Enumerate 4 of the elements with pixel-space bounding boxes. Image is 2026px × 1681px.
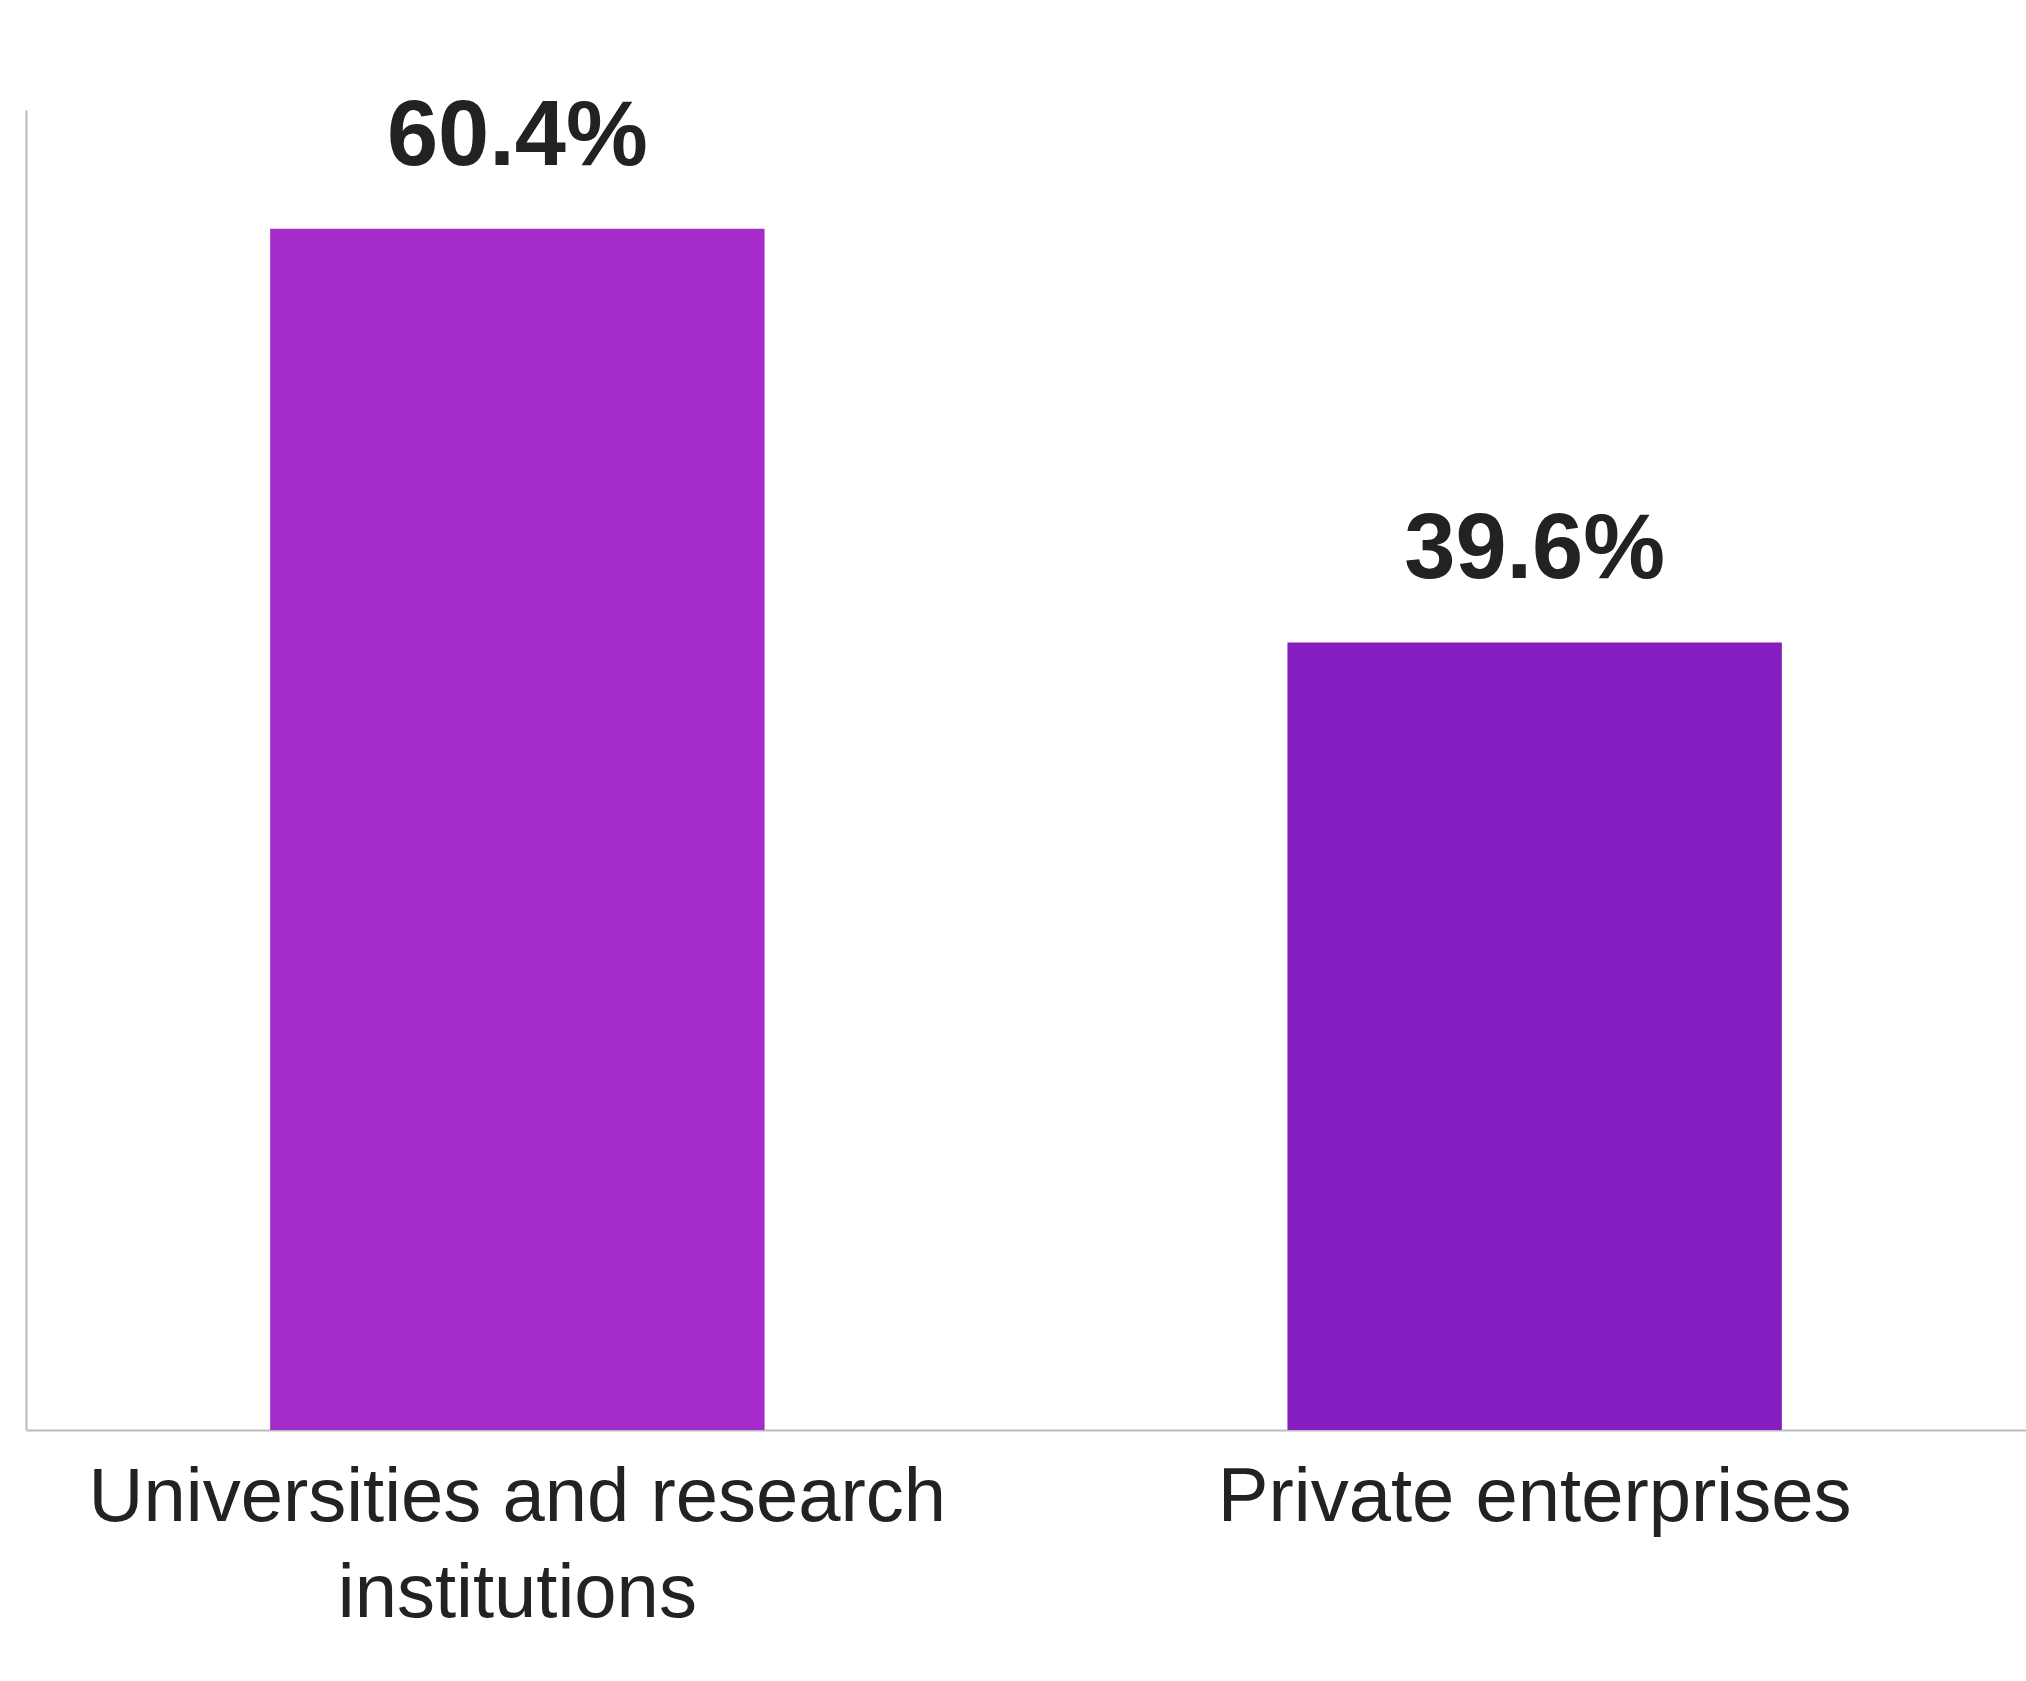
x-tick-label: Universities and research institutions: [88, 1451, 947, 1633]
data-label: 60.4%: [386, 81, 648, 184]
data-label: 39.6%: [1404, 495, 1666, 598]
x-tick-label: Private enterprises: [1217, 1451, 1852, 1537]
